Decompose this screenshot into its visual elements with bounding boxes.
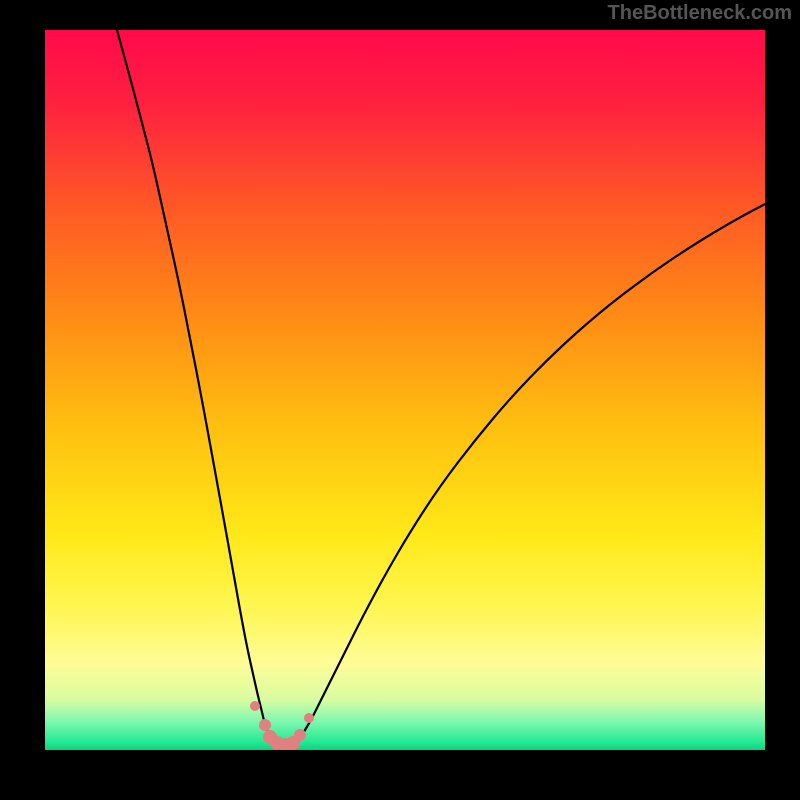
watermark: TheBottleneck.com — [608, 2, 792, 25]
marker-dot — [294, 729, 306, 741]
curve-left — [117, 30, 272, 742]
marker-dot — [304, 713, 314, 723]
bottom-markers — [250, 701, 314, 750]
curve-right — [298, 204, 765, 742]
curves — [45, 30, 765, 750]
plot-area — [45, 30, 765, 750]
marker-dot — [259, 719, 271, 731]
marker-dot — [250, 701, 260, 711]
